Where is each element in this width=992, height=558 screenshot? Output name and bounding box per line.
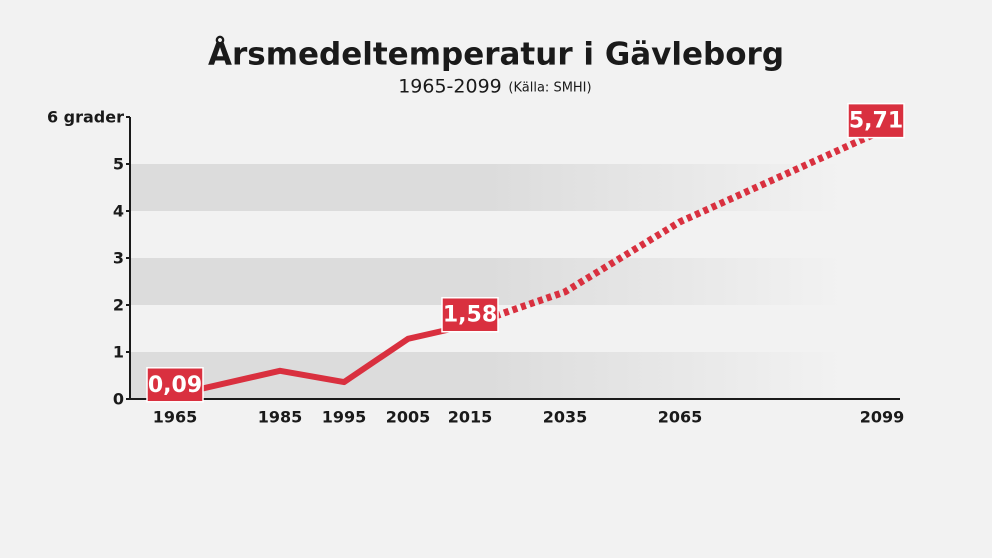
x-tick-label: 1995 <box>322 408 367 427</box>
chart-title: Årsmedeltemperatur i Gävleborg <box>208 36 784 73</box>
value-label-box <box>441 296 499 333</box>
x-tick-label: 2065 <box>658 408 703 427</box>
x-tick-label: 2015 <box>448 408 493 427</box>
chart-source: (Källa: SMHI) <box>508 81 591 96</box>
value-label-text: 0,09 <box>148 373 202 398</box>
y-tick-label: 2 <box>113 296 124 315</box>
grid-band <box>130 164 845 211</box>
y-tick-label: 5 <box>113 155 124 174</box>
x-tick-label: 2099 <box>860 408 905 427</box>
y-tick-label: 0 <box>113 390 124 409</box>
value-label-text: 1,58 <box>443 303 497 328</box>
y-tick-label: 4 <box>113 202 124 221</box>
chart-subtitle: 1965-2099 <box>398 76 502 98</box>
y-tick-label: 1 <box>113 343 124 362</box>
series-line <box>174 321 471 398</box>
series-line <box>468 127 884 329</box>
grid-band <box>130 352 845 399</box>
value-label-box <box>847 102 905 139</box>
value-label: 1,58 <box>441 296 499 333</box>
value-label: 5,71 <box>847 102 905 139</box>
y-tick-label: 3 <box>113 249 124 268</box>
value-label-box <box>146 367 204 403</box>
x-tick-label: 1985 <box>258 408 303 427</box>
value-label: 0,09 <box>146 367 204 403</box>
value-label-text: 5,71 <box>849 109 903 134</box>
x-tick-label: 2005 <box>386 408 431 427</box>
y-tick-label: 6 grader <box>47 108 124 127</box>
x-tick-label: 2035 <box>543 408 588 427</box>
x-tick-label: 1965 <box>153 408 198 427</box>
